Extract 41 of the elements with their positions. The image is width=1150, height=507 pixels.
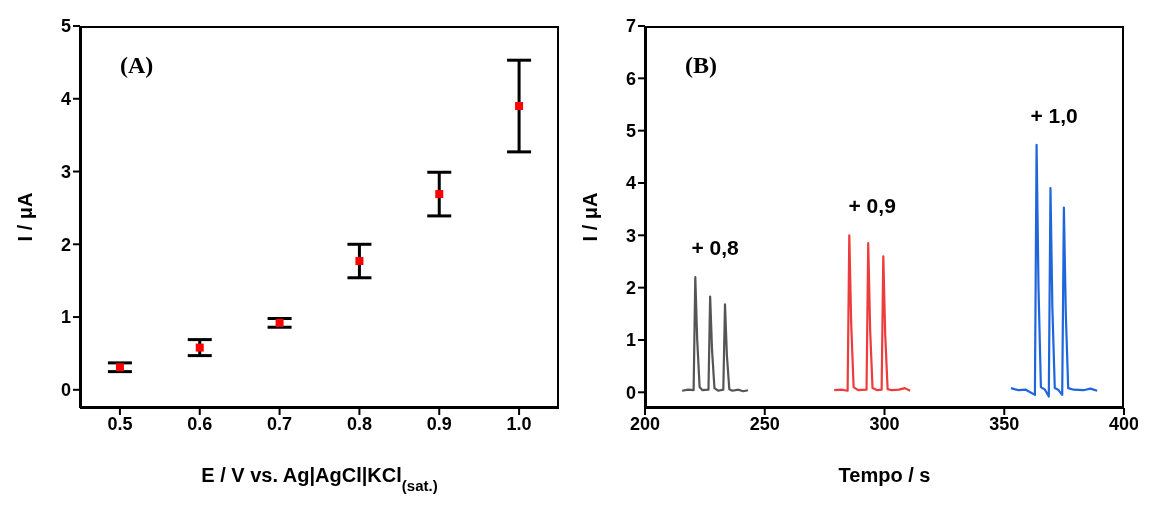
y-tick-label: 0 (60, 380, 71, 401)
x-tick-label: 300 (869, 413, 900, 434)
point (515, 102, 524, 111)
y-tick-label: 2 (625, 278, 636, 299)
x-tick-label: 0.6 (187, 413, 213, 434)
text: (B) (685, 52, 717, 79)
text: (A) (120, 52, 154, 79)
y-tick-label: 6 (625, 68, 636, 89)
y-tick-label: 0 (625, 382, 636, 403)
x-tick-label: 200 (629, 413, 661, 434)
point (355, 257, 364, 266)
y-tick-label: 3 (625, 225, 636, 246)
y-tick-label: 3 (60, 161, 71, 182)
x-axis-title: E / V vs. Ag|AgCl|KCl$_{(sat.)}$ (201, 464, 438, 494)
y-tick-label: 2 (60, 234, 71, 255)
point (195, 343, 204, 352)
x-tick-label: 0.5 (107, 413, 133, 434)
x-tick-label: 350 (989, 413, 1020, 434)
x-tick-label: 0.8 (346, 413, 372, 434)
x-tick-label: 0.7 (267, 413, 293, 434)
point (435, 190, 444, 199)
x-axis-title: Tempo / s (838, 464, 931, 486)
y-tick-label: 4 (625, 173, 636, 194)
y-tick-label: 5 (60, 16, 71, 37)
y-tick-label: 4 (60, 89, 71, 110)
x-tick-label: 400 (1108, 413, 1140, 434)
y-tick-label: 1 (60, 307, 71, 328)
x-tick-label: 250 (749, 413, 780, 434)
y-axis-title: I / μA (14, 192, 36, 242)
series-label: + 0,8 (691, 236, 740, 260)
line-series (681, 276, 750, 393)
x-tick-label: 0.9 (426, 413, 452, 434)
y-axis-title: I / μA (579, 192, 601, 242)
y-tick-label: 1 (625, 330, 636, 351)
x-tick-label: 1.0 (506, 413, 532, 434)
series-label: + 1,0 (1030, 103, 1078, 127)
line-series (833, 234, 912, 392)
y-tick-label: 5 (625, 121, 636, 142)
y-tick-label: 7 (625, 16, 636, 37)
line-series (1009, 143, 1099, 398)
series-label: + 0,9 (848, 194, 896, 218)
